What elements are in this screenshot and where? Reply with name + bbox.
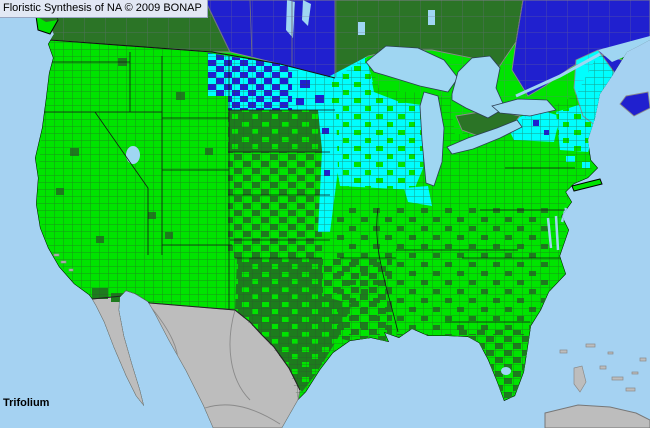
lake-huron [451, 55, 506, 119]
st-lawrence-river [598, 36, 650, 62]
great-salt-lake [126, 146, 140, 164]
lake-michigan [419, 91, 445, 187]
us-county-grid [36, 40, 618, 400]
long-island [571, 178, 603, 192]
bahamas [559, 343, 647, 393]
taxon-label: Trifolium [3, 397, 50, 409]
lake-superior [365, 45, 459, 93]
us-canada-border [49, 39, 336, 79]
map-title: Floristic Synthesis of NA © 2009 BONAP [3, 2, 202, 14]
state-borders [40, 52, 575, 333]
lake-okeechobee [501, 367, 511, 375]
province-borders [204, 0, 524, 78]
lake-erie [446, 119, 523, 155]
channel-islands [53, 253, 74, 272]
cuba [544, 404, 650, 428]
lake-ontario [491, 98, 557, 117]
title-panel: Floristic Synthesis of NA © 2009 BONAP [0, 0, 208, 18]
nova-scotia [619, 91, 650, 117]
great-lakes [365, 45, 557, 187]
st-lawrence-channel [515, 52, 601, 98]
